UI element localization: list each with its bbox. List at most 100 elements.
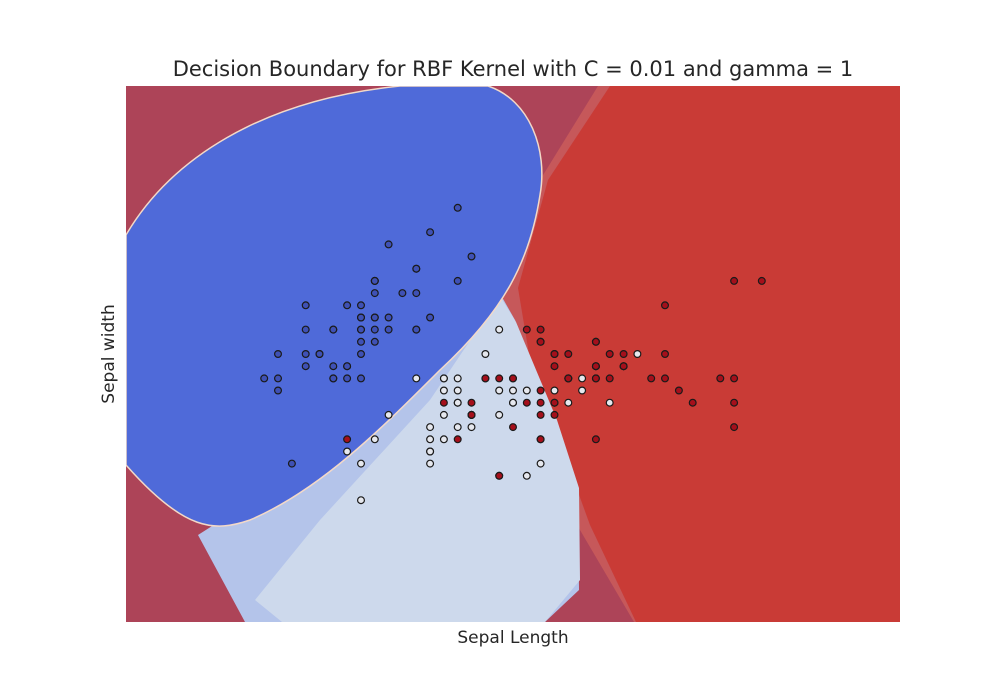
point-class-0-43 bbox=[357, 313, 366, 322]
point-class-2-34 bbox=[509, 423, 518, 432]
point-class-1-43 bbox=[357, 459, 366, 468]
point-class-2-18 bbox=[730, 423, 739, 432]
point-class-2-47 bbox=[564, 374, 573, 383]
point-class-1-35 bbox=[495, 325, 504, 334]
point-class-1-20 bbox=[481, 350, 490, 359]
point-class-2-7 bbox=[674, 386, 683, 395]
point-class-0-34 bbox=[343, 362, 352, 371]
point-class-0-39 bbox=[370, 325, 379, 334]
point-class-0-47 bbox=[301, 350, 310, 359]
point-class-1-8 bbox=[578, 386, 587, 395]
point-class-2-17 bbox=[730, 276, 739, 285]
point-class-2-40 bbox=[591, 362, 600, 371]
y-axis-label: Sepal width bbox=[99, 304, 119, 403]
point-class-0-22 bbox=[301, 301, 310, 310]
point-class-0-8 bbox=[274, 386, 283, 395]
point-class-2-46 bbox=[536, 435, 545, 444]
point-class-2-38 bbox=[495, 374, 504, 383]
point-class-1-31 bbox=[426, 447, 435, 456]
point-class-1-25 bbox=[578, 374, 587, 383]
point-class-0-30 bbox=[329, 362, 338, 371]
point-class-2-0 bbox=[536, 337, 545, 346]
point-class-2-32 bbox=[550, 398, 559, 407]
point-class-2-35 bbox=[730, 374, 739, 383]
point-class-1-44 bbox=[439, 410, 448, 419]
point-class-0-15 bbox=[453, 203, 462, 212]
point-class-1-45 bbox=[453, 374, 462, 383]
chart-title: Decision Boundary for RBF Kernel with C … bbox=[173, 57, 854, 81]
point-class-0-14 bbox=[467, 252, 476, 261]
point-class-1-42 bbox=[467, 423, 476, 432]
point-class-1-13 bbox=[509, 386, 518, 395]
plot-area bbox=[126, 86, 900, 622]
point-class-2-23 bbox=[536, 410, 545, 419]
point-class-0-28 bbox=[384, 325, 393, 334]
point-class-1-34 bbox=[412, 374, 421, 383]
point-class-0-38 bbox=[274, 374, 283, 383]
point-class-0-35 bbox=[357, 350, 366, 359]
point-class-0-29 bbox=[315, 350, 324, 359]
point-class-0-6 bbox=[301, 325, 310, 334]
point-class-1-4 bbox=[564, 398, 573, 407]
point-class-0-18 bbox=[453, 276, 462, 285]
point-class-2-37 bbox=[550, 362, 559, 371]
point-class-1-23 bbox=[509, 398, 518, 407]
point-class-2-30 bbox=[688, 398, 697, 407]
point-class-0-33 bbox=[426, 228, 435, 237]
point-class-2-5 bbox=[716, 374, 725, 383]
point-class-1-10 bbox=[357, 496, 366, 505]
point-class-1-37 bbox=[536, 459, 545, 468]
point-class-0-46 bbox=[370, 276, 379, 285]
point-class-2-25 bbox=[660, 350, 669, 359]
point-class-2-22 bbox=[730, 398, 739, 407]
point-class-0-25 bbox=[357, 374, 366, 383]
point-class-1-3 bbox=[426, 459, 435, 468]
point-class-2-36 bbox=[536, 325, 545, 334]
point-class-0-27 bbox=[384, 313, 393, 322]
point-class-2-12 bbox=[605, 374, 614, 383]
point-class-1-0 bbox=[633, 350, 642, 359]
point-class-0-41 bbox=[287, 459, 296, 468]
point-class-1-38 bbox=[439, 374, 448, 383]
point-class-2-29 bbox=[660, 374, 669, 383]
scatter-points bbox=[260, 203, 766, 505]
x-axis-label: Sepal Length bbox=[457, 628, 568, 648]
point-class-2-14 bbox=[467, 398, 476, 407]
point-class-0-17 bbox=[370, 313, 379, 322]
point-class-0-48 bbox=[398, 289, 407, 298]
point-class-1-48 bbox=[370, 435, 379, 444]
point-class-2-33 bbox=[536, 398, 545, 407]
point-class-0-26 bbox=[357, 325, 366, 334]
point-class-0-10 bbox=[412, 289, 421, 298]
point-class-2-26 bbox=[522, 398, 531, 407]
point-class-1-24 bbox=[550, 386, 559, 395]
point-class-1-18 bbox=[522, 471, 531, 480]
point-class-2-6 bbox=[343, 435, 352, 444]
point-class-0-42 bbox=[274, 350, 283, 359]
point-class-0-24 bbox=[329, 325, 338, 334]
point-class-2-2 bbox=[647, 374, 656, 383]
point-class-2-20 bbox=[619, 350, 628, 359]
point-class-1-14 bbox=[439, 386, 448, 395]
point-class-2-15 bbox=[550, 350, 559, 359]
point-class-0-49 bbox=[357, 337, 366, 346]
point-class-2-27 bbox=[509, 374, 518, 383]
point-class-2-31 bbox=[757, 276, 766, 285]
point-class-2-49 bbox=[481, 374, 490, 383]
point-class-2-9 bbox=[660, 301, 669, 310]
point-class-2-10 bbox=[564, 350, 573, 359]
point-class-0-36 bbox=[426, 313, 435, 322]
point-class-1-26 bbox=[605, 398, 614, 407]
point-class-0-4 bbox=[357, 301, 366, 310]
point-class-1-40 bbox=[426, 423, 435, 432]
point-class-2-11 bbox=[550, 410, 559, 419]
point-class-0-31 bbox=[412, 325, 421, 334]
point-class-2-41 bbox=[619, 362, 628, 371]
point-class-1-9 bbox=[384, 410, 393, 419]
point-class-1-33 bbox=[495, 410, 504, 419]
point-class-2-13 bbox=[453, 435, 462, 444]
point-class-0-37 bbox=[343, 301, 352, 310]
point-class-0-32 bbox=[384, 240, 393, 249]
point-class-0-21 bbox=[370, 289, 379, 298]
